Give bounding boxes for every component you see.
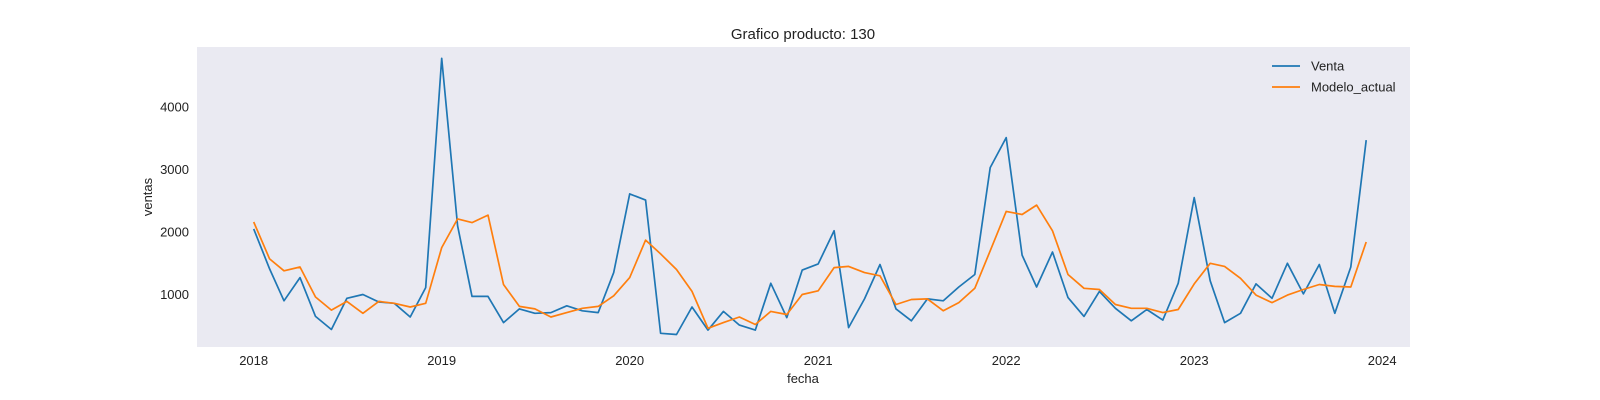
x-tick-label: 2023 [1180, 353, 1209, 368]
y-axis-label: ventas [140, 177, 155, 216]
y-tick-label: 4000 [160, 99, 189, 114]
legend-label: Venta [1311, 59, 1345, 74]
x-tick-label: 2018 [239, 353, 268, 368]
legend: Venta Modelo_actual [1272, 59, 1396, 95]
x-tick-label: 2019 [427, 353, 456, 368]
x-axis-ticks: 2018 2019 2020 2021 2022 2023 2024 [239, 353, 1396, 368]
y-tick-label: 3000 [160, 162, 189, 177]
series-lines [252, 57, 1368, 336]
series-line-venta [252, 57, 1368, 336]
series-line-modelo-actual [252, 204, 1368, 330]
y-tick-label: 1000 [160, 287, 189, 302]
x-tick-label: 2024 [1368, 353, 1397, 368]
plot-area [197, 47, 1410, 347]
x-tick-label: 2020 [615, 353, 644, 368]
legend-label: Modelo_actual [1311, 80, 1396, 95]
x-tick-label: 2022 [992, 353, 1021, 368]
y-axis-ticks: 1000 2000 3000 4000 [160, 99, 189, 302]
x-tick-label: 2021 [804, 353, 833, 368]
x-axis-label: fecha [787, 371, 820, 386]
chart-title: Grafico producto: 130 [731, 26, 875, 43]
y-tick-label: 2000 [160, 224, 189, 239]
